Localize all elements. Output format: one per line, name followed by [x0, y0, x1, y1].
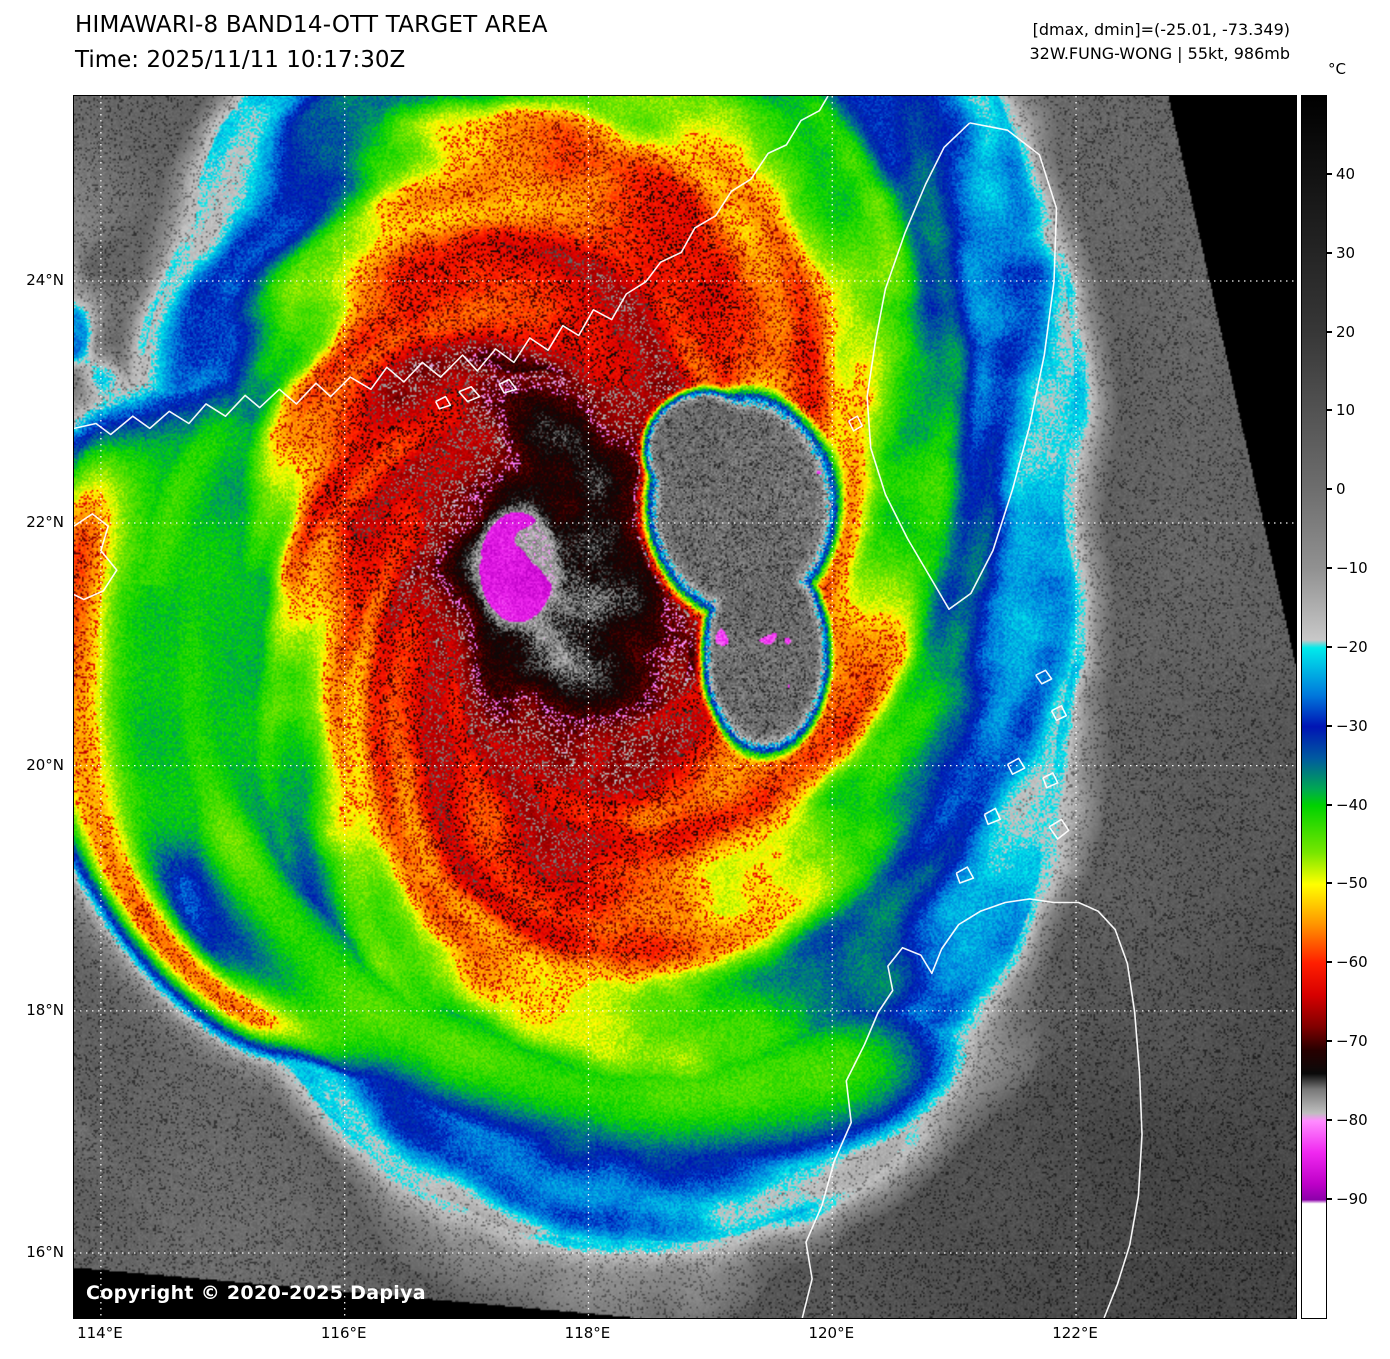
- coastline-leizhou-coast: [74, 513, 118, 601]
- colorbar-tick-label: −80: [1336, 1110, 1368, 1129]
- lon-label: 122°E: [1052, 1324, 1098, 1342]
- coastline-hk-islet-1: [458, 385, 481, 403]
- colorbar-tick-label: −50: [1336, 874, 1368, 893]
- colorbar-tick: [1326, 803, 1332, 806]
- coastlines: [74, 96, 1143, 1318]
- colorbar-tick-label: −60: [1336, 953, 1368, 972]
- colorbar-tick: [1326, 1118, 1332, 1121]
- colorbar-tick: [1326, 724, 1332, 727]
- colorbar-tick-label: −30: [1336, 716, 1368, 735]
- lat-label: 18°N: [26, 1000, 64, 1019]
- coastline-babuyan-islet-4: [1042, 772, 1059, 789]
- satellite-map: Copyright © 2020-2025 Dapiya: [73, 95, 1297, 1319]
- colorbar-tick: [1326, 330, 1332, 333]
- colorbar-tick: [1326, 882, 1332, 885]
- coastline-babuyan-islet-7: [1048, 818, 1070, 840]
- coastline-hk-islet-2: [498, 378, 518, 394]
- colorbar-tick: [1326, 567, 1332, 570]
- lat-label: 22°N: [26, 512, 64, 531]
- colorbar-tick-label: 0: [1336, 480, 1346, 499]
- colorbar-tick-label: −70: [1336, 1032, 1368, 1051]
- lat-label: 24°N: [26, 271, 64, 289]
- coastline-babuyan-islet-1: [1035, 669, 1053, 685]
- coastline-china-coast: [74, 96, 829, 436]
- coastline-babuyan-islet-6: [955, 866, 975, 884]
- temperature-colorbar: [1301, 95, 1327, 1319]
- colorbar-tick-label: −90: [1336, 1189, 1368, 1208]
- colorbar-tick: [1326, 172, 1332, 175]
- lat-label: 16°N: [26, 1242, 64, 1261]
- colorbar-tick: [1326, 488, 1332, 491]
- colorbar-tick-label: 30: [1336, 243, 1356, 262]
- coastline-taiwan: [866, 122, 1058, 611]
- page-title: HIMAWARI-8 BAND14-OTT TARGET AREA: [75, 12, 548, 38]
- colorbar-tick: [1326, 1040, 1332, 1043]
- colorbar-tick: [1326, 1197, 1332, 1200]
- colorbar-tick: [1326, 409, 1332, 412]
- timestamp-label: Time: 2025/11/11 10:17:30Z: [75, 47, 406, 73]
- coastline-luzon: [801, 898, 1143, 1318]
- colorbar-tick: [1326, 961, 1332, 964]
- coastline-babuyan-islet-5: [983, 807, 1002, 826]
- storm-info-label: 32W.FUNG-WONG | 55kt, 986mb: [1029, 44, 1290, 63]
- dminmax-readout: [dmax, dmin]=(-25.01, -73.349): [1032, 20, 1290, 39]
- colorbar-tick-label: 40: [1336, 164, 1356, 183]
- lon-label: 116°E: [320, 1324, 367, 1342]
- graticule-gridlines: [74, 96, 1296, 1318]
- colorbar-tick-label: 20: [1336, 322, 1356, 341]
- lat-label: 20°N: [26, 755, 64, 774]
- satellite-image-canvas: [74, 96, 1296, 1318]
- coastline-babuyan-islet-2: [1050, 704, 1068, 722]
- coastline-penghu-islet: [847, 415, 864, 432]
- colorbar-unit-label: °C: [1328, 60, 1346, 78]
- colorbar-tick-label: 10: [1336, 401, 1356, 420]
- lon-label: 118°E: [564, 1324, 611, 1342]
- lon-label: 120°E: [808, 1324, 855, 1342]
- coastline-babuyan-islet-3: [1006, 757, 1026, 776]
- colorbar-tick-label: −20: [1336, 637, 1368, 656]
- colorbar-tick: [1326, 645, 1332, 648]
- colorbar-tick: [1326, 251, 1332, 254]
- map-overlay: [74, 96, 1296, 1318]
- colorbar-tick-label: −10: [1336, 559, 1368, 578]
- copyright-label: Copyright © 2020-2025 Dapiya: [86, 1282, 426, 1304]
- colorbar-tick-label: −40: [1336, 795, 1368, 814]
- lon-label: 114°E: [77, 1324, 123, 1342]
- coastline-hk-islet-3: [434, 395, 452, 410]
